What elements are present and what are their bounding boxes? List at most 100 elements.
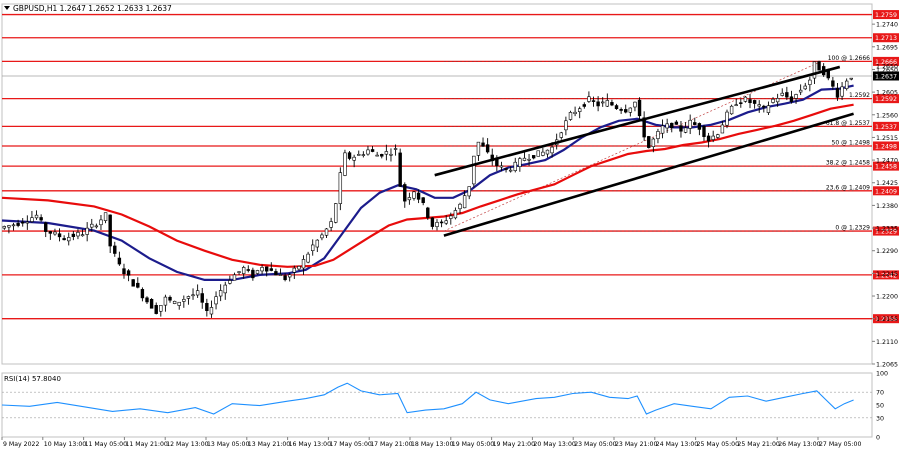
candle-body xyxy=(205,303,209,311)
candle-body xyxy=(462,195,467,209)
candle-body xyxy=(315,239,320,248)
candle-body xyxy=(182,298,186,302)
candle-body xyxy=(343,152,347,176)
candle-body xyxy=(743,96,748,102)
candle-body xyxy=(398,152,402,187)
price-tick-label: 1.2605 xyxy=(876,90,898,97)
level-badge-label: 1.2155 xyxy=(875,316,897,323)
candle-body xyxy=(30,217,34,222)
candle-body xyxy=(573,111,577,115)
candle-body xyxy=(255,270,260,274)
candle-body xyxy=(264,266,269,272)
time-tick-label: 16 May 13:00 xyxy=(289,441,331,448)
candle-body xyxy=(80,234,85,237)
fib-level-label: 1.2592 xyxy=(849,92,870,99)
candle-body xyxy=(21,221,25,224)
candle-body xyxy=(688,119,692,129)
candle-body xyxy=(311,244,315,251)
fib-level-label: 50 @ 1.2498 xyxy=(832,139,871,146)
time-tick-label: 18 May 13:00 xyxy=(411,441,453,448)
candle-body xyxy=(775,98,780,103)
candle-body xyxy=(670,122,674,129)
candle-body xyxy=(674,121,679,125)
rsi-tick-label: 30 xyxy=(876,415,884,422)
candle-body xyxy=(693,122,697,125)
rsi-panel: 100 70 50 30 0 xyxy=(1,371,888,442)
candle-body xyxy=(113,245,117,254)
time-tick-label: 19 May 21:00 xyxy=(493,441,535,448)
candle-body xyxy=(11,224,16,227)
candle-body xyxy=(531,155,536,159)
candle-body xyxy=(62,238,66,241)
candle-body xyxy=(237,271,241,273)
candle-body xyxy=(94,225,99,228)
candle-body xyxy=(550,146,554,154)
candle-body xyxy=(513,161,517,171)
price-tick-label: 1.2560 xyxy=(876,112,898,119)
candle-body xyxy=(840,86,844,97)
rsi-tick-label: 100 xyxy=(876,371,888,378)
candle-body xyxy=(393,148,398,150)
candle-body xyxy=(218,290,223,297)
candle-body xyxy=(334,203,338,223)
level-badge xyxy=(873,226,899,236)
candle-body xyxy=(711,135,715,140)
time-tick-label: 17 May 21:00 xyxy=(370,441,412,448)
candle-body xyxy=(48,231,53,234)
time-tick-label: 13 May 05:00 xyxy=(207,441,249,448)
candle-body xyxy=(329,221,333,228)
candle-body xyxy=(679,125,683,132)
candle-body xyxy=(412,191,416,199)
level-badge xyxy=(873,121,899,131)
candle-body xyxy=(601,101,605,104)
candle-body xyxy=(458,203,462,210)
fib-level-label: 38.2 @ 1.2458 xyxy=(826,160,870,167)
candle-body xyxy=(320,234,324,239)
candle-body xyxy=(297,266,301,270)
price-tick-label: 1.2470 xyxy=(876,158,898,165)
candle-body xyxy=(136,282,140,288)
candle-body xyxy=(426,207,430,218)
candle-body xyxy=(99,219,103,226)
chevron-down-icon[interactable] xyxy=(4,6,10,10)
candle-body xyxy=(301,259,306,269)
candle-body xyxy=(499,165,504,168)
candle-body xyxy=(241,267,246,274)
candle-body xyxy=(665,123,669,129)
candle-body xyxy=(725,111,729,126)
rsi-tick-label: 70 xyxy=(876,390,884,397)
candle-body xyxy=(559,132,563,138)
candle-body xyxy=(172,300,177,304)
fib-level-label: 0 @ 1.2329 xyxy=(835,225,870,232)
candle-body xyxy=(126,270,131,276)
candle-body xyxy=(780,92,784,96)
level-badge xyxy=(873,10,899,20)
candle-body xyxy=(614,105,619,110)
candle-body xyxy=(71,233,76,237)
candle-body xyxy=(39,217,43,221)
candle-body xyxy=(251,269,255,279)
fib-level-label: 23.6 @ 1.2409 xyxy=(826,184,870,191)
level-badge xyxy=(873,161,899,171)
candle-body xyxy=(453,210,458,219)
level-badge-label: 1.2592 xyxy=(875,96,897,103)
candle-body xyxy=(2,226,7,229)
candle-body xyxy=(739,102,743,104)
candle-body xyxy=(536,150,540,157)
candle-body xyxy=(794,94,798,99)
time-tick-label: 27 May 05:00 xyxy=(819,441,861,448)
candle-body xyxy=(430,217,435,227)
candle-body xyxy=(403,184,407,202)
candle-body xyxy=(729,105,734,115)
level-badge xyxy=(873,56,899,66)
candle-body xyxy=(605,100,610,107)
price-tick-label: 1.2335 xyxy=(876,226,898,233)
price-axis: 1.27401.26951.26501.26051.25601.25151.24… xyxy=(872,22,898,369)
candle-body xyxy=(209,307,214,315)
candle-body xyxy=(467,186,471,197)
candle-body xyxy=(587,96,591,102)
candle-body xyxy=(449,215,453,219)
